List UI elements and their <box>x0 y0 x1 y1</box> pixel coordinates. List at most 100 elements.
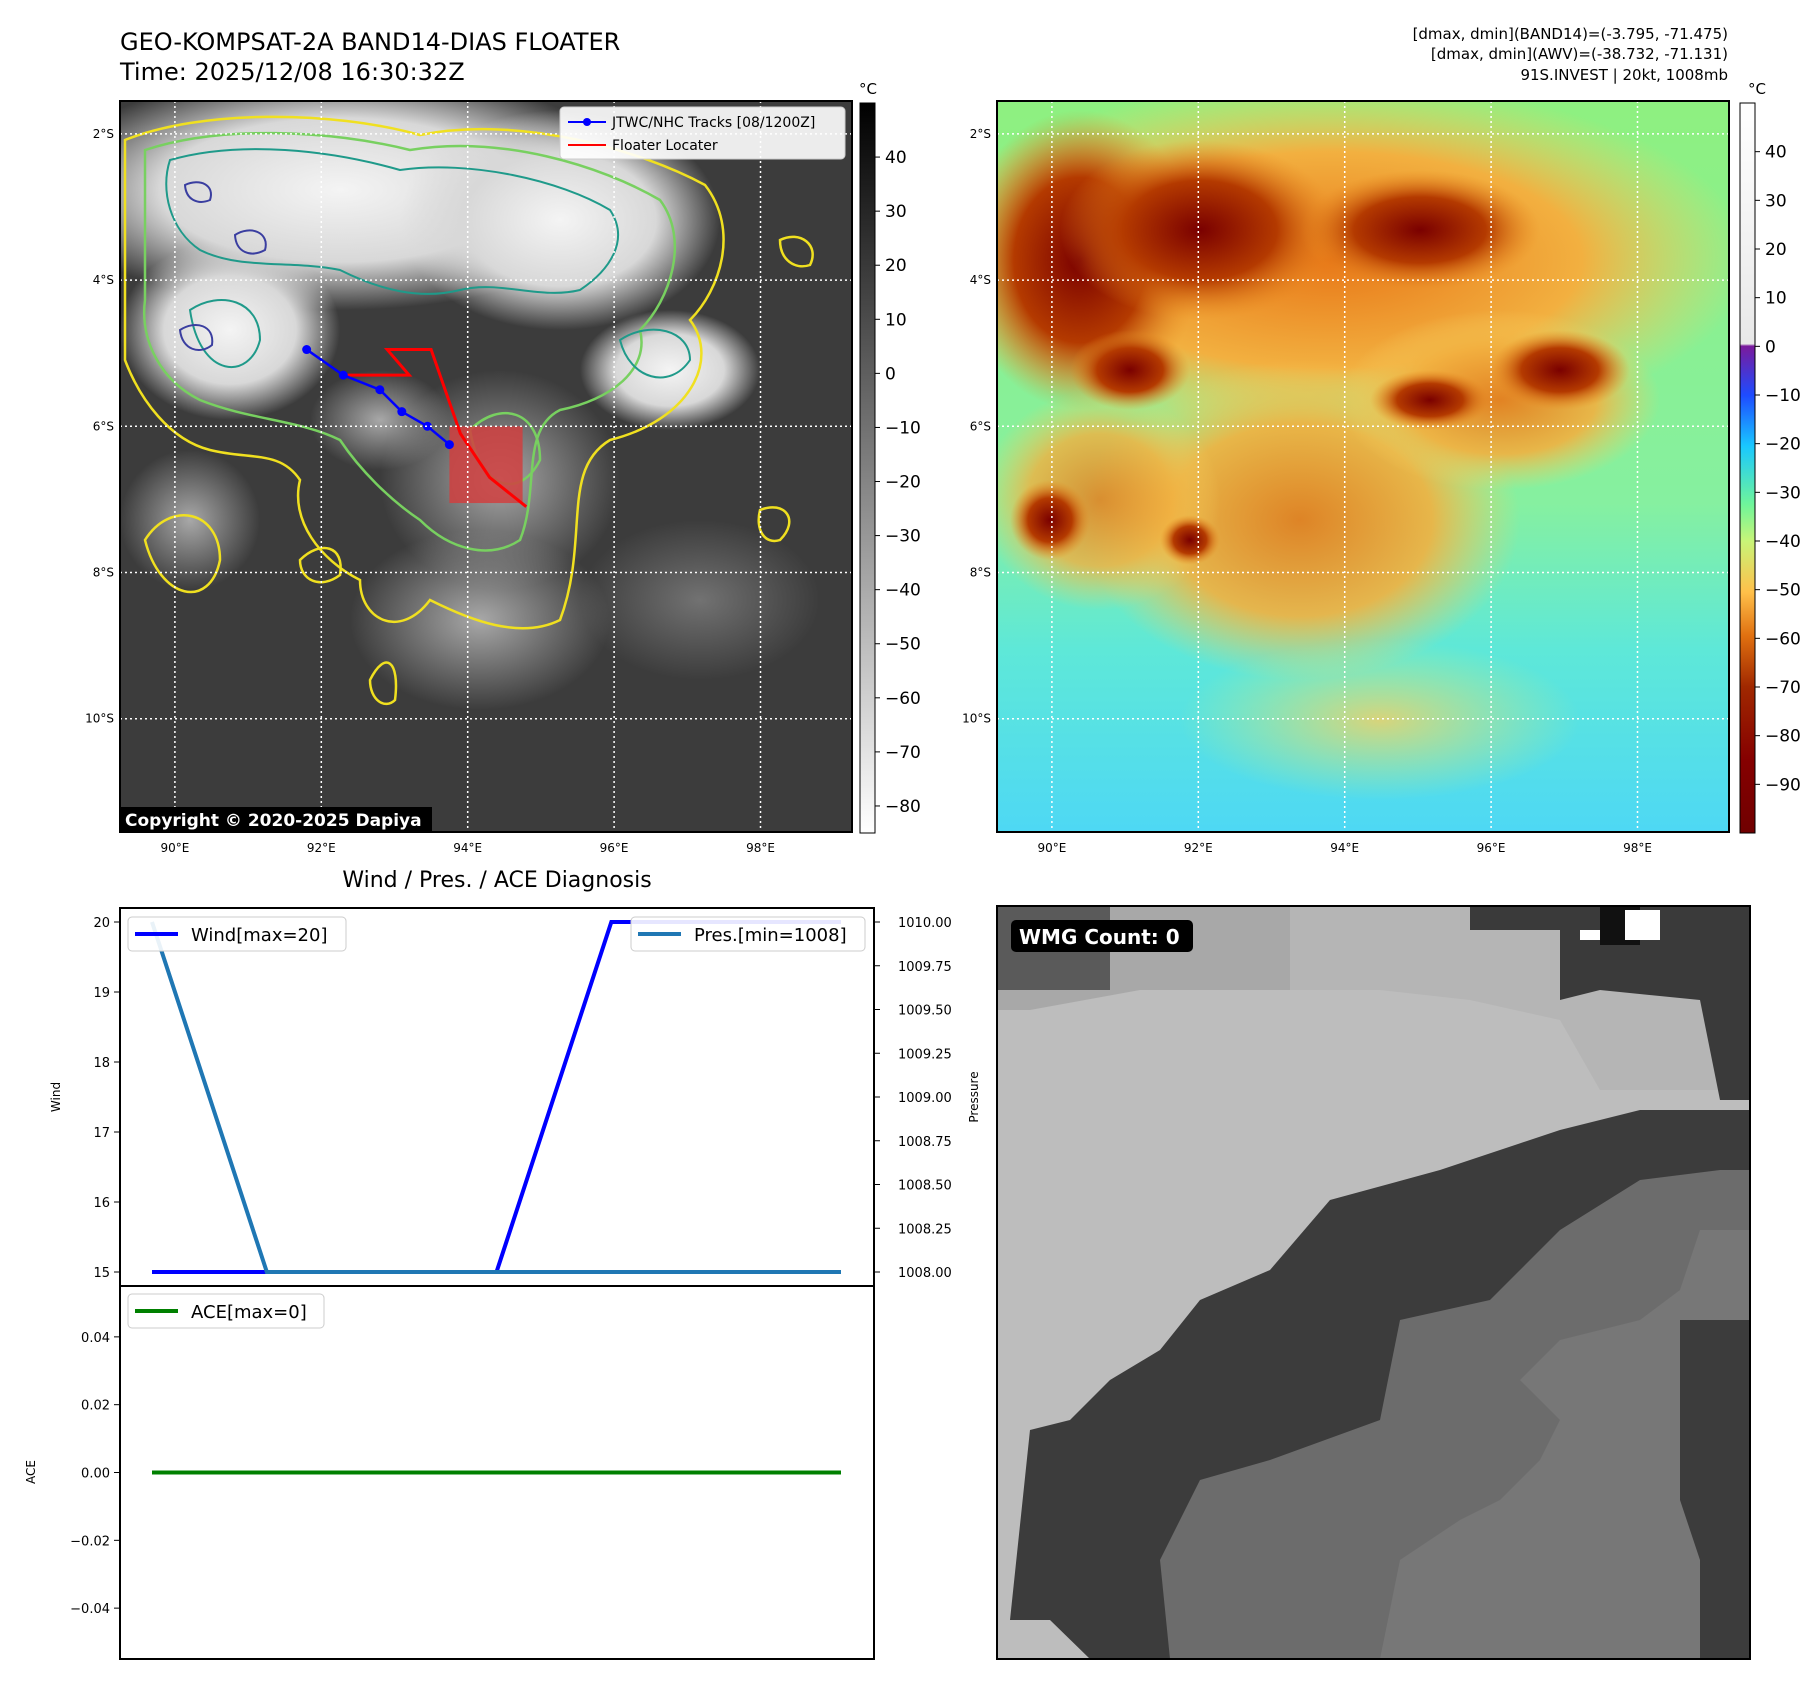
ir-lat-labels: 2°S 4°S 6°S 8°S 10°S <box>85 127 114 726</box>
pressure-legend: Pres.[min=1008] <box>630 916 866 952</box>
wind-tick-label: 20 <box>93 916 110 931</box>
lat-tick-label: 10°S <box>85 712 114 726</box>
copyright-text: Copyright © 2020-2025 Dapiya <box>125 811 422 831</box>
colorbar-tick-label: 0 <box>885 364 896 384</box>
awv-panel: 90°E 92°E 94°E 96°E 98°E 2°S 4°S 6°S 8°S 10°S °C… <box>962 80 1801 855</box>
ir-lon-labels: 90°E 92°E 94°E 96°E 98°E <box>160 841 774 855</box>
colorbar-tick-label: 20 <box>1765 240 1787 260</box>
colorbar-tick-label: −30 <box>1765 483 1801 503</box>
colorbar-tick-label: 10 <box>885 310 907 330</box>
ace-tick-label: −0.02 <box>70 1534 110 1549</box>
wind-legend: Wind[max=20] <box>127 916 347 952</box>
ir-legend: JTWC/NHC Tracks [08/1200Z] Floater Locat… <box>559 106 846 160</box>
ace-tick-label: 0.00 <box>81 1467 110 1482</box>
awv-gridlines <box>997 101 1729 832</box>
legend-track-marker <box>583 118 591 126</box>
lat-tick-label: 10°S <box>962 712 991 726</box>
track-point <box>397 407 407 417</box>
track-point <box>444 440 454 450</box>
pressure-tick-label: 1009.75 <box>898 960 952 975</box>
ir-gridlines <box>120 101 852 832</box>
lat-tick-label: 4°S <box>970 273 991 287</box>
wind-tick-label: 16 <box>93 1196 110 1211</box>
colorbar-tick-label: −60 <box>1765 629 1801 649</box>
pressure-tick-label: 1008.50 <box>898 1179 952 1194</box>
awv-lat-labels: 2°S 4°S 6°S 8°S 10°S <box>962 127 991 726</box>
colorbar-tick-label: −20 <box>1765 435 1801 455</box>
track-point <box>375 385 385 395</box>
stats-line3: 91S.INVEST | 20kt, 1008mb <box>1520 66 1728 84</box>
figure-title-line1: GEO-KOMPSAT-2A BAND14-DIAS FLOATER <box>120 28 620 56</box>
wind-axis-ticks: 15 16 17 18 19 20 <box>93 916 120 1281</box>
track-point <box>338 370 348 380</box>
lat-tick-label: 8°S <box>970 565 991 579</box>
lon-tick-label: 96°E <box>600 841 629 855</box>
colorbar-tick-label: 30 <box>885 202 907 222</box>
colorbar-tick-label: −30 <box>885 527 921 547</box>
colorbar-tick-label: −50 <box>885 635 921 655</box>
lon-tick-label: 90°E <box>1037 841 1066 855</box>
copyright-box <box>120 807 432 833</box>
pressure-axis-ticks: 1008.00 1008.25 1008.50 1008.75 1009.00 1009.… <box>874 916 952 1281</box>
colorbar-tick-label: −10 <box>885 418 921 438</box>
track-point <box>302 345 312 355</box>
ace-tick-label: 0.02 <box>81 1399 110 1414</box>
wmg-panel: WMG Count: 0 <box>996 905 1751 1660</box>
pressure-tick-label: 1008.25 <box>898 1222 952 1237</box>
pressure-series-line <box>150 921 841 1274</box>
ace-tick-label: −0.04 <box>70 1602 110 1617</box>
ace-tick-label: 0.04 <box>81 1331 110 1346</box>
wind-tick-label: 19 <box>93 986 110 1001</box>
awv-colorbar <box>1739 102 1756 834</box>
floater-box <box>449 426 523 504</box>
jtwc-track-line <box>305 348 451 446</box>
colorbar-tick-label: 10 <box>1765 289 1787 309</box>
ir-colorbar-ticks: 40 30 20 10 0 −10 −20 −30 −40 −50 −60 −70 −80 <box>875 148 921 817</box>
ir-imagery <box>120 101 852 832</box>
wind-legend-label: Wind[max=20] <box>191 925 328 946</box>
figure-title-line2: Time: 2025/12/08 16:30:32Z <box>119 58 465 86</box>
ir-colorbar <box>859 102 876 834</box>
colorbar-tick-label: 0 <box>1765 337 1776 357</box>
lat-tick-label: 4°S <box>93 273 114 287</box>
colorbar-tick-label: 40 <box>1765 143 1787 163</box>
pressure-tick-label: 1009.50 <box>898 1004 952 1019</box>
lon-tick-label: 98°E <box>1623 841 1652 855</box>
ace-axis-label: ACE <box>24 1460 38 1484</box>
awv-colorbar-unit: °C <box>1748 80 1766 98</box>
wind-tick-label: 17 <box>93 1126 110 1141</box>
track-point <box>422 421 432 431</box>
awv-colorbar-ticks: 40 30 20 10 0 −10 −20 −30 −40 −50 −60 −70 −80 −90 <box>1755 143 1801 795</box>
ace-legend: ACE[max=0] <box>127 1293 325 1329</box>
ace-legend-label: ACE[max=0] <box>191 1302 307 1323</box>
lat-tick-label: 2°S <box>970 127 991 141</box>
awv-frame <box>996 100 1730 833</box>
colorbar-tick-label: −70 <box>885 743 921 763</box>
pressure-axis-label: Pressure <box>967 1071 981 1122</box>
colorbar-tick-label: 40 <box>885 148 907 168</box>
colorbar-tick-label: −70 <box>1765 678 1801 698</box>
wind-axis-label: Wind <box>49 1082 63 1112</box>
lon-tick-label: 94°E <box>1330 841 1359 855</box>
colorbar-tick-label: −40 <box>1765 532 1801 552</box>
ir-panel: 90°E 92°E 94°E 96°E 98°E 2°S 4°S 6°S 8°S 10°S JT… <box>85 80 921 855</box>
floater-locater-line <box>343 348 528 508</box>
lat-tick-label: 6°S <box>93 419 114 433</box>
colorbar-tick-label: 30 <box>1765 191 1787 211</box>
pressure-tick-label: 1008.00 <box>898 1266 952 1281</box>
stats-line1: [dmax, dmin](BAND14)=(-3.795, -71.475) <box>1413 25 1728 43</box>
colorbar-tick-label: −20 <box>885 473 921 493</box>
wind-tick-label: 15 <box>93 1266 110 1281</box>
stats-line2: [dmax, dmin](AWV)=(-38.732, -71.131) <box>1431 45 1728 63</box>
colorbar-tick-label: 20 <box>885 256 907 276</box>
legend-track-label: JTWC/NHC Tracks [08/1200Z] <box>611 115 815 131</box>
colorbar-tick-label: −80 <box>885 797 921 817</box>
colorbar-tick-label: −80 <box>1765 727 1801 747</box>
wmg-imagery <box>997 906 1750 1659</box>
wind-pres-axes <box>119 907 875 1287</box>
lon-tick-label: 96°E <box>1477 841 1506 855</box>
awv-lon-labels: 90°E 92°E 94°E 96°E 98°E <box>1037 841 1651 855</box>
colorbar-tick-label: −90 <box>1765 775 1801 795</box>
colorbar-tick-label: −50 <box>1765 581 1801 601</box>
wmg-count-box <box>1011 920 1193 952</box>
